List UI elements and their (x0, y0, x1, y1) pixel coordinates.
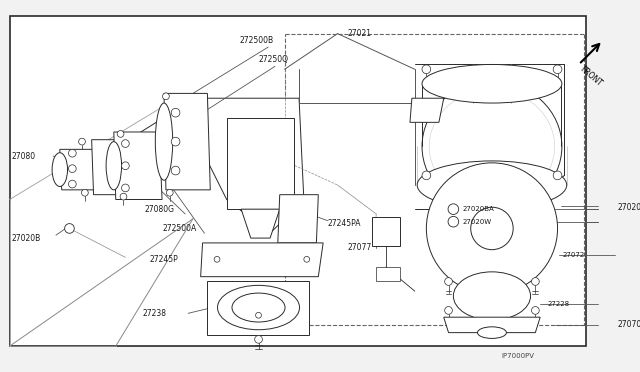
Text: 27077: 27077 (348, 243, 371, 252)
Circle shape (79, 138, 85, 145)
Text: 27021: 27021 (348, 29, 371, 38)
Text: IP7000PV: IP7000PV (502, 353, 534, 359)
Circle shape (65, 224, 74, 233)
Text: 27245PA: 27245PA (328, 219, 362, 228)
Text: 27080G: 27080G (145, 205, 175, 214)
Circle shape (68, 165, 76, 173)
Circle shape (448, 217, 459, 227)
Ellipse shape (52, 153, 68, 186)
Ellipse shape (422, 64, 562, 103)
Circle shape (448, 204, 459, 214)
Polygon shape (114, 132, 162, 199)
Circle shape (553, 65, 562, 74)
Circle shape (255, 312, 261, 318)
Circle shape (422, 65, 431, 74)
Circle shape (81, 189, 88, 196)
Circle shape (255, 336, 262, 343)
Circle shape (214, 256, 220, 262)
Ellipse shape (429, 90, 555, 203)
Polygon shape (164, 93, 211, 190)
Text: 27020BA: 27020BA (463, 206, 495, 212)
Text: 27080: 27080 (12, 152, 36, 161)
Polygon shape (60, 149, 97, 190)
Ellipse shape (422, 81, 562, 212)
Polygon shape (376, 267, 400, 282)
Circle shape (117, 131, 124, 137)
Ellipse shape (426, 163, 557, 294)
Text: 272500A: 272500A (162, 224, 196, 233)
Circle shape (532, 307, 540, 314)
Ellipse shape (417, 161, 566, 209)
Circle shape (422, 171, 431, 180)
Polygon shape (278, 195, 318, 243)
Circle shape (166, 189, 173, 196)
Text: 27020W: 27020W (463, 219, 492, 225)
Circle shape (553, 171, 562, 180)
Text: 272500B: 272500B (239, 36, 273, 45)
Polygon shape (372, 217, 400, 246)
Ellipse shape (218, 285, 300, 330)
Polygon shape (207, 282, 308, 334)
Text: 27228: 27228 (548, 301, 570, 307)
Circle shape (172, 108, 180, 117)
Text: 27238: 27238 (143, 309, 167, 318)
Circle shape (445, 307, 452, 314)
Text: 27072: 27072 (563, 253, 584, 259)
Ellipse shape (453, 272, 531, 320)
Polygon shape (410, 98, 444, 122)
Ellipse shape (232, 293, 285, 322)
Circle shape (122, 184, 129, 192)
Circle shape (445, 278, 452, 285)
Circle shape (120, 193, 127, 200)
Circle shape (68, 180, 76, 188)
Text: 27070: 27070 (618, 320, 640, 329)
Polygon shape (241, 209, 280, 238)
Ellipse shape (156, 103, 173, 180)
Circle shape (172, 137, 180, 146)
Polygon shape (207, 98, 304, 233)
Polygon shape (444, 317, 540, 333)
Ellipse shape (471, 207, 513, 250)
Circle shape (532, 278, 540, 285)
Ellipse shape (106, 142, 122, 190)
Polygon shape (200, 243, 323, 277)
Polygon shape (92, 140, 127, 195)
Text: FRONT: FRONT (577, 64, 603, 88)
Text: 27245P: 27245P (150, 255, 179, 264)
Text: 27020B: 27020B (12, 234, 41, 243)
Polygon shape (227, 118, 294, 209)
Circle shape (163, 93, 170, 100)
Circle shape (304, 256, 310, 262)
Text: 27250Q: 27250Q (259, 55, 289, 64)
Circle shape (172, 166, 180, 175)
Circle shape (122, 162, 129, 170)
Circle shape (122, 140, 129, 147)
Ellipse shape (477, 327, 506, 339)
Circle shape (68, 149, 76, 157)
Text: 27020: 27020 (618, 203, 640, 212)
